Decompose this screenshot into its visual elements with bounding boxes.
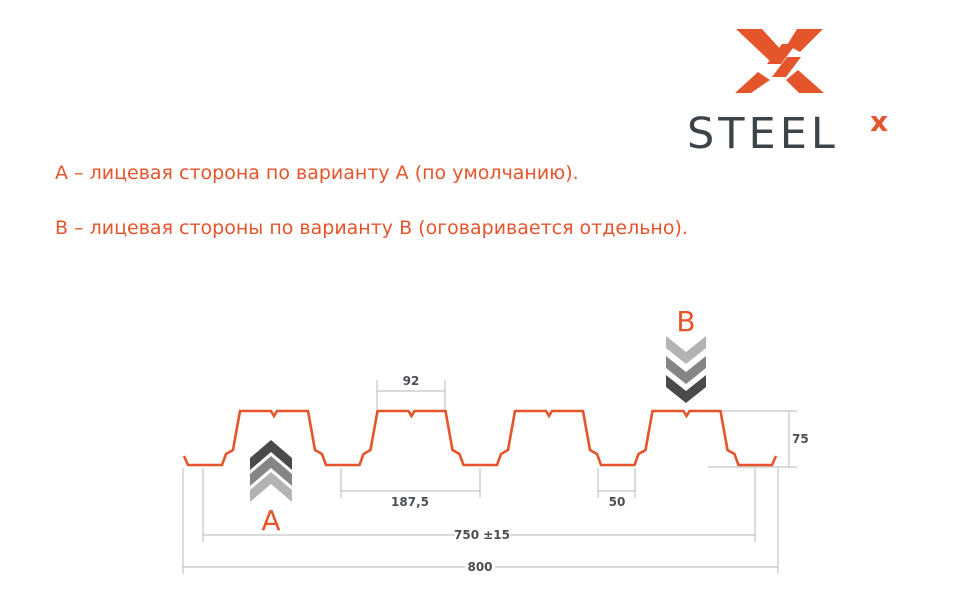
logo-x-mark [735, 29, 824, 93]
side-b-chevrons-icon [666, 336, 706, 403]
profile-outline [182, 409, 778, 467]
dim-pitch: 187,5 [391, 495, 429, 509]
dim-useful-width: 750 ±15 [454, 528, 510, 542]
note-side-b: B – лицевая стороны по варианту В (огова… [55, 217, 688, 239]
dim-top-width: 92 [403, 374, 420, 388]
dim-height: 75 [792, 432, 809, 446]
dim-bottom-width: 50 [609, 495, 626, 509]
logo-superscript: x [870, 105, 888, 138]
steelx-logo: STEEL x [687, 29, 888, 159]
side-a-label: A [261, 504, 280, 537]
side-a-chevrons-icon [250, 440, 292, 502]
dim-total-width: 800 [467, 560, 492, 574]
logo-text: STEEL [687, 109, 839, 159]
side-b-label: B [676, 305, 695, 338]
note-side-a: A – лицевая сторона по варианту А (по ум… [55, 162, 579, 184]
dimension-lines [182, 380, 797, 574]
